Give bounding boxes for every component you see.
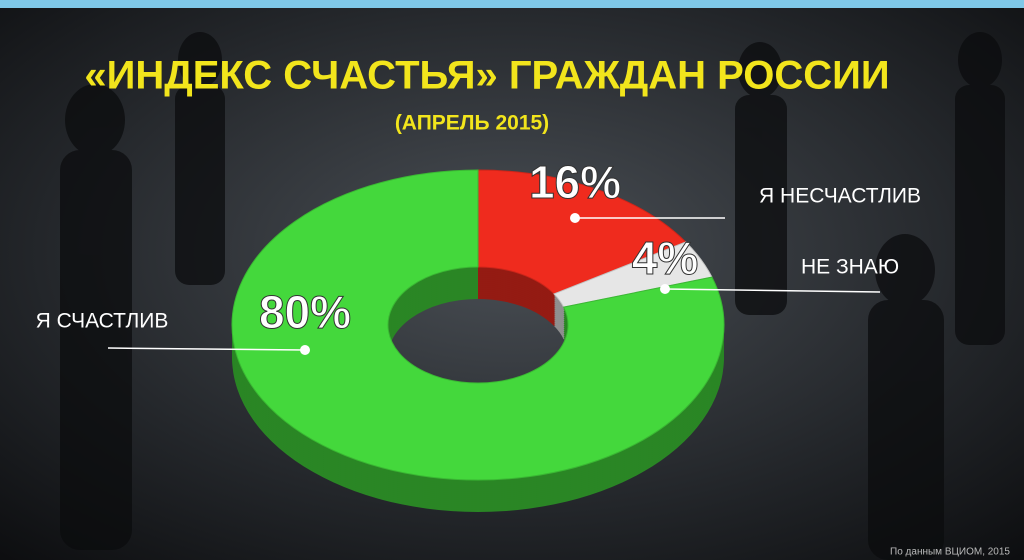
leader-dot (570, 213, 580, 223)
slice (477, 169, 687, 295)
source-note: По данным ВЦИОМ, 2015 (890, 547, 1010, 558)
leader-line (664, 288, 881, 293)
category-label: Я СЧАСТЛИВ (36, 310, 169, 333)
value-label: 4% (632, 232, 698, 284)
category-label: НЕ ЗНАЮ (801, 256, 899, 279)
screen-strip (0, 0, 1024, 8)
leader-line (107, 347, 306, 351)
value-label: 80% (259, 286, 351, 338)
donut (231, 169, 725, 513)
slice (231, 169, 725, 481)
chart-title: «ИНДЕКС СЧАСТЬЯ» ГРАЖДАН РОССИИ (84, 54, 889, 98)
chart-subtitle: (АПРЕЛЬ 2015) (395, 112, 549, 135)
leader-dot (300, 345, 310, 355)
value-label: 16% (529, 156, 621, 208)
leader-dot (660, 284, 670, 294)
silhouettes (60, 32, 1005, 560)
category-label: Я НЕСЧАСТЛИВ (759, 185, 921, 208)
